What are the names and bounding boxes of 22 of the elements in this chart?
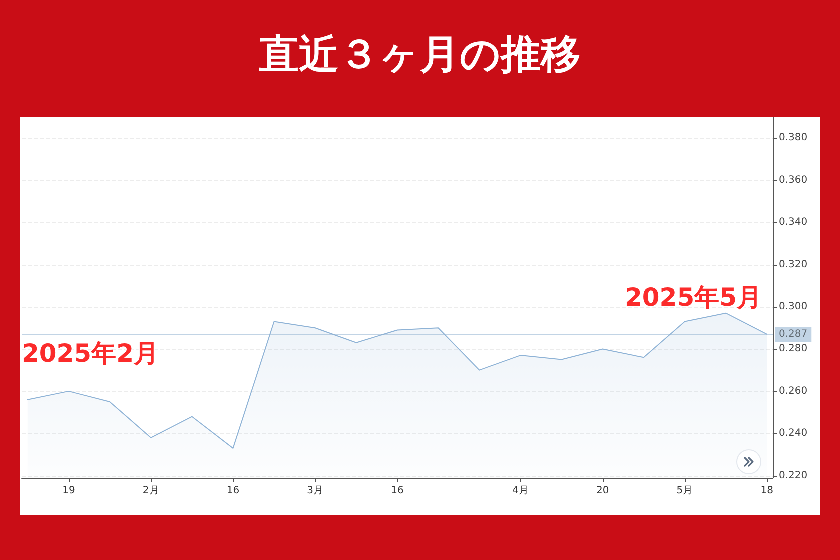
x-tick-label: 4月 [512,486,529,496]
x-tick-label: 2月 [142,486,160,496]
chart-title: 直近３ヶ月の推移 [258,31,582,80]
y-tick-label: 0.360 [779,174,808,186]
y-tick-label: 0.220 [779,470,808,482]
x-tick-label: 20 [596,486,610,496]
x-tick-label: 18 [760,486,774,496]
x-tick-label: 16 [226,486,240,496]
x-tick-label: 16 [391,486,404,496]
x-tick-label: 19 [62,486,76,496]
y-tick-label: 0.260 [779,386,808,397]
y-tick-label: 0.240 [779,428,808,440]
x-tick-label: 3月 [307,486,324,496]
x-tick-label: 5月 [676,486,694,496]
y-tick-label: 0.320 [779,259,808,270]
y-tick-label: 0.340 [779,217,808,228]
y-tick-label: 0.280 [779,344,808,355]
ref-line-label: 0.287 [779,328,808,340]
y-tick-label: 0.380 [779,132,808,144]
annotation: 2025年5月 [625,283,762,313]
annotation: 2025年2月 [22,339,159,369]
y-tick-label: 0.300 [779,302,808,312]
